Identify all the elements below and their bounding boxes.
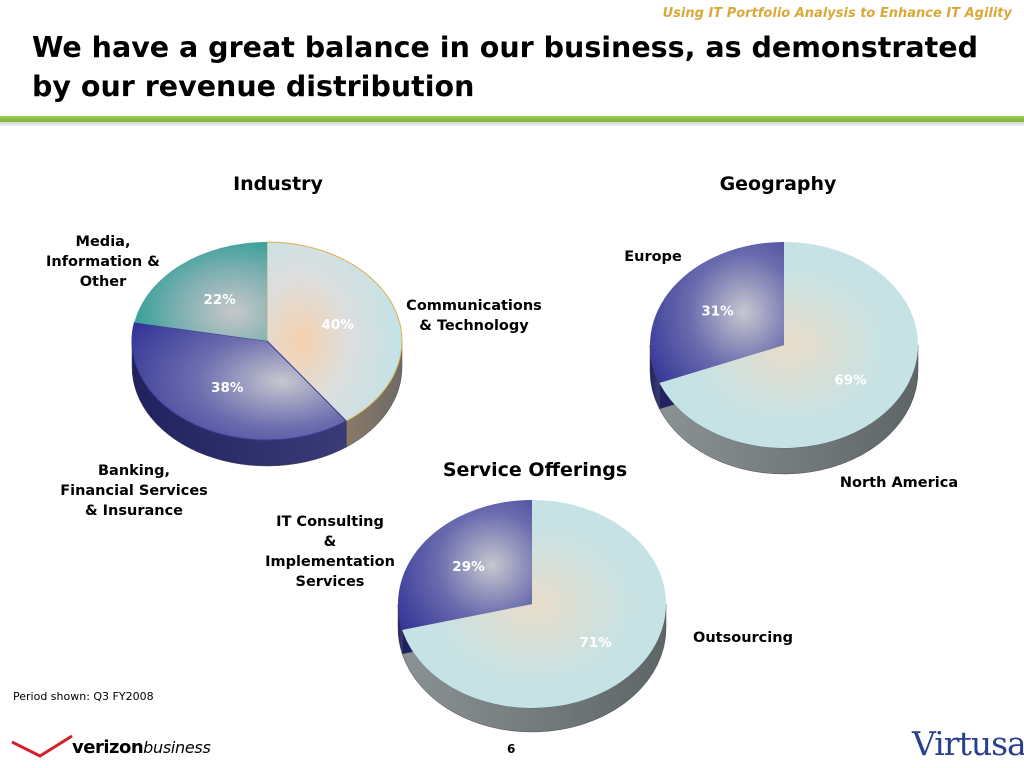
label-outsourcing: Outsourcing: [693, 630, 793, 646]
pie-slice: [131, 321, 348, 441]
pie-slice: [402, 500, 667, 708]
slide-title-line-2: by our revenue distribution: [32, 70, 475, 103]
industry-pie: 40% 38% 22%: [131, 241, 403, 467]
period-note: Period shown: Q3 FY2008: [13, 690, 154, 703]
pie-value-label: 38%: [211, 380, 244, 396]
label-communications-technology: Communications & Technology: [406, 298, 542, 334]
pie-slice: [398, 500, 532, 630]
verizon-check-icon: [11, 734, 73, 758]
slide-title: We have a great balance in our business,…: [32, 28, 982, 106]
verizon-business-logo: verizonbusiness: [72, 737, 211, 758]
label-europe: Europe: [624, 249, 682, 265]
pie-value-label: 40%: [321, 317, 354, 333]
pie-value-label: 31%: [701, 303, 734, 319]
geography-chart-title: Geography: [719, 173, 837, 195]
service-offerings-chart-title: Service Offerings: [442, 459, 628, 481]
label-north-america: North America: [839, 475, 959, 491]
pie-slice: [650, 242, 784, 383]
pie-value-label: 29%: [452, 559, 485, 575]
label-it-consulting-implementation: IT Consulting & Implementation Services: [265, 514, 395, 590]
header-divider: [0, 116, 1024, 126]
pie-value-label: 71%: [579, 635, 612, 651]
pie-slice: [659, 242, 918, 448]
pie-value-label: 69%: [834, 373, 867, 389]
geography-pie: 69% 31%: [649, 242, 919, 475]
slide-title-line-1: We have a great balance in our business,…: [32, 31, 978, 64]
page-number: 6: [507, 742, 516, 756]
label-banking-financial-insurance: Banking, Financial Services & Insurance: [60, 463, 208, 519]
label-media-information-other: Media, Information & Other: [46, 234, 160, 290]
service-offerings-pie: 71% 29%: [397, 500, 667, 733]
presentation-tagline: Using IT Portfolio Analysis to Enhance I…: [662, 6, 1012, 21]
pie-value-label: 22%: [204, 292, 237, 308]
industry-chart-title: Industry: [233, 173, 323, 195]
virtusa-logo: Virtusa: [912, 724, 1024, 763]
pie-slice: [134, 242, 267, 341]
pie-slice: [266, 241, 403, 422]
